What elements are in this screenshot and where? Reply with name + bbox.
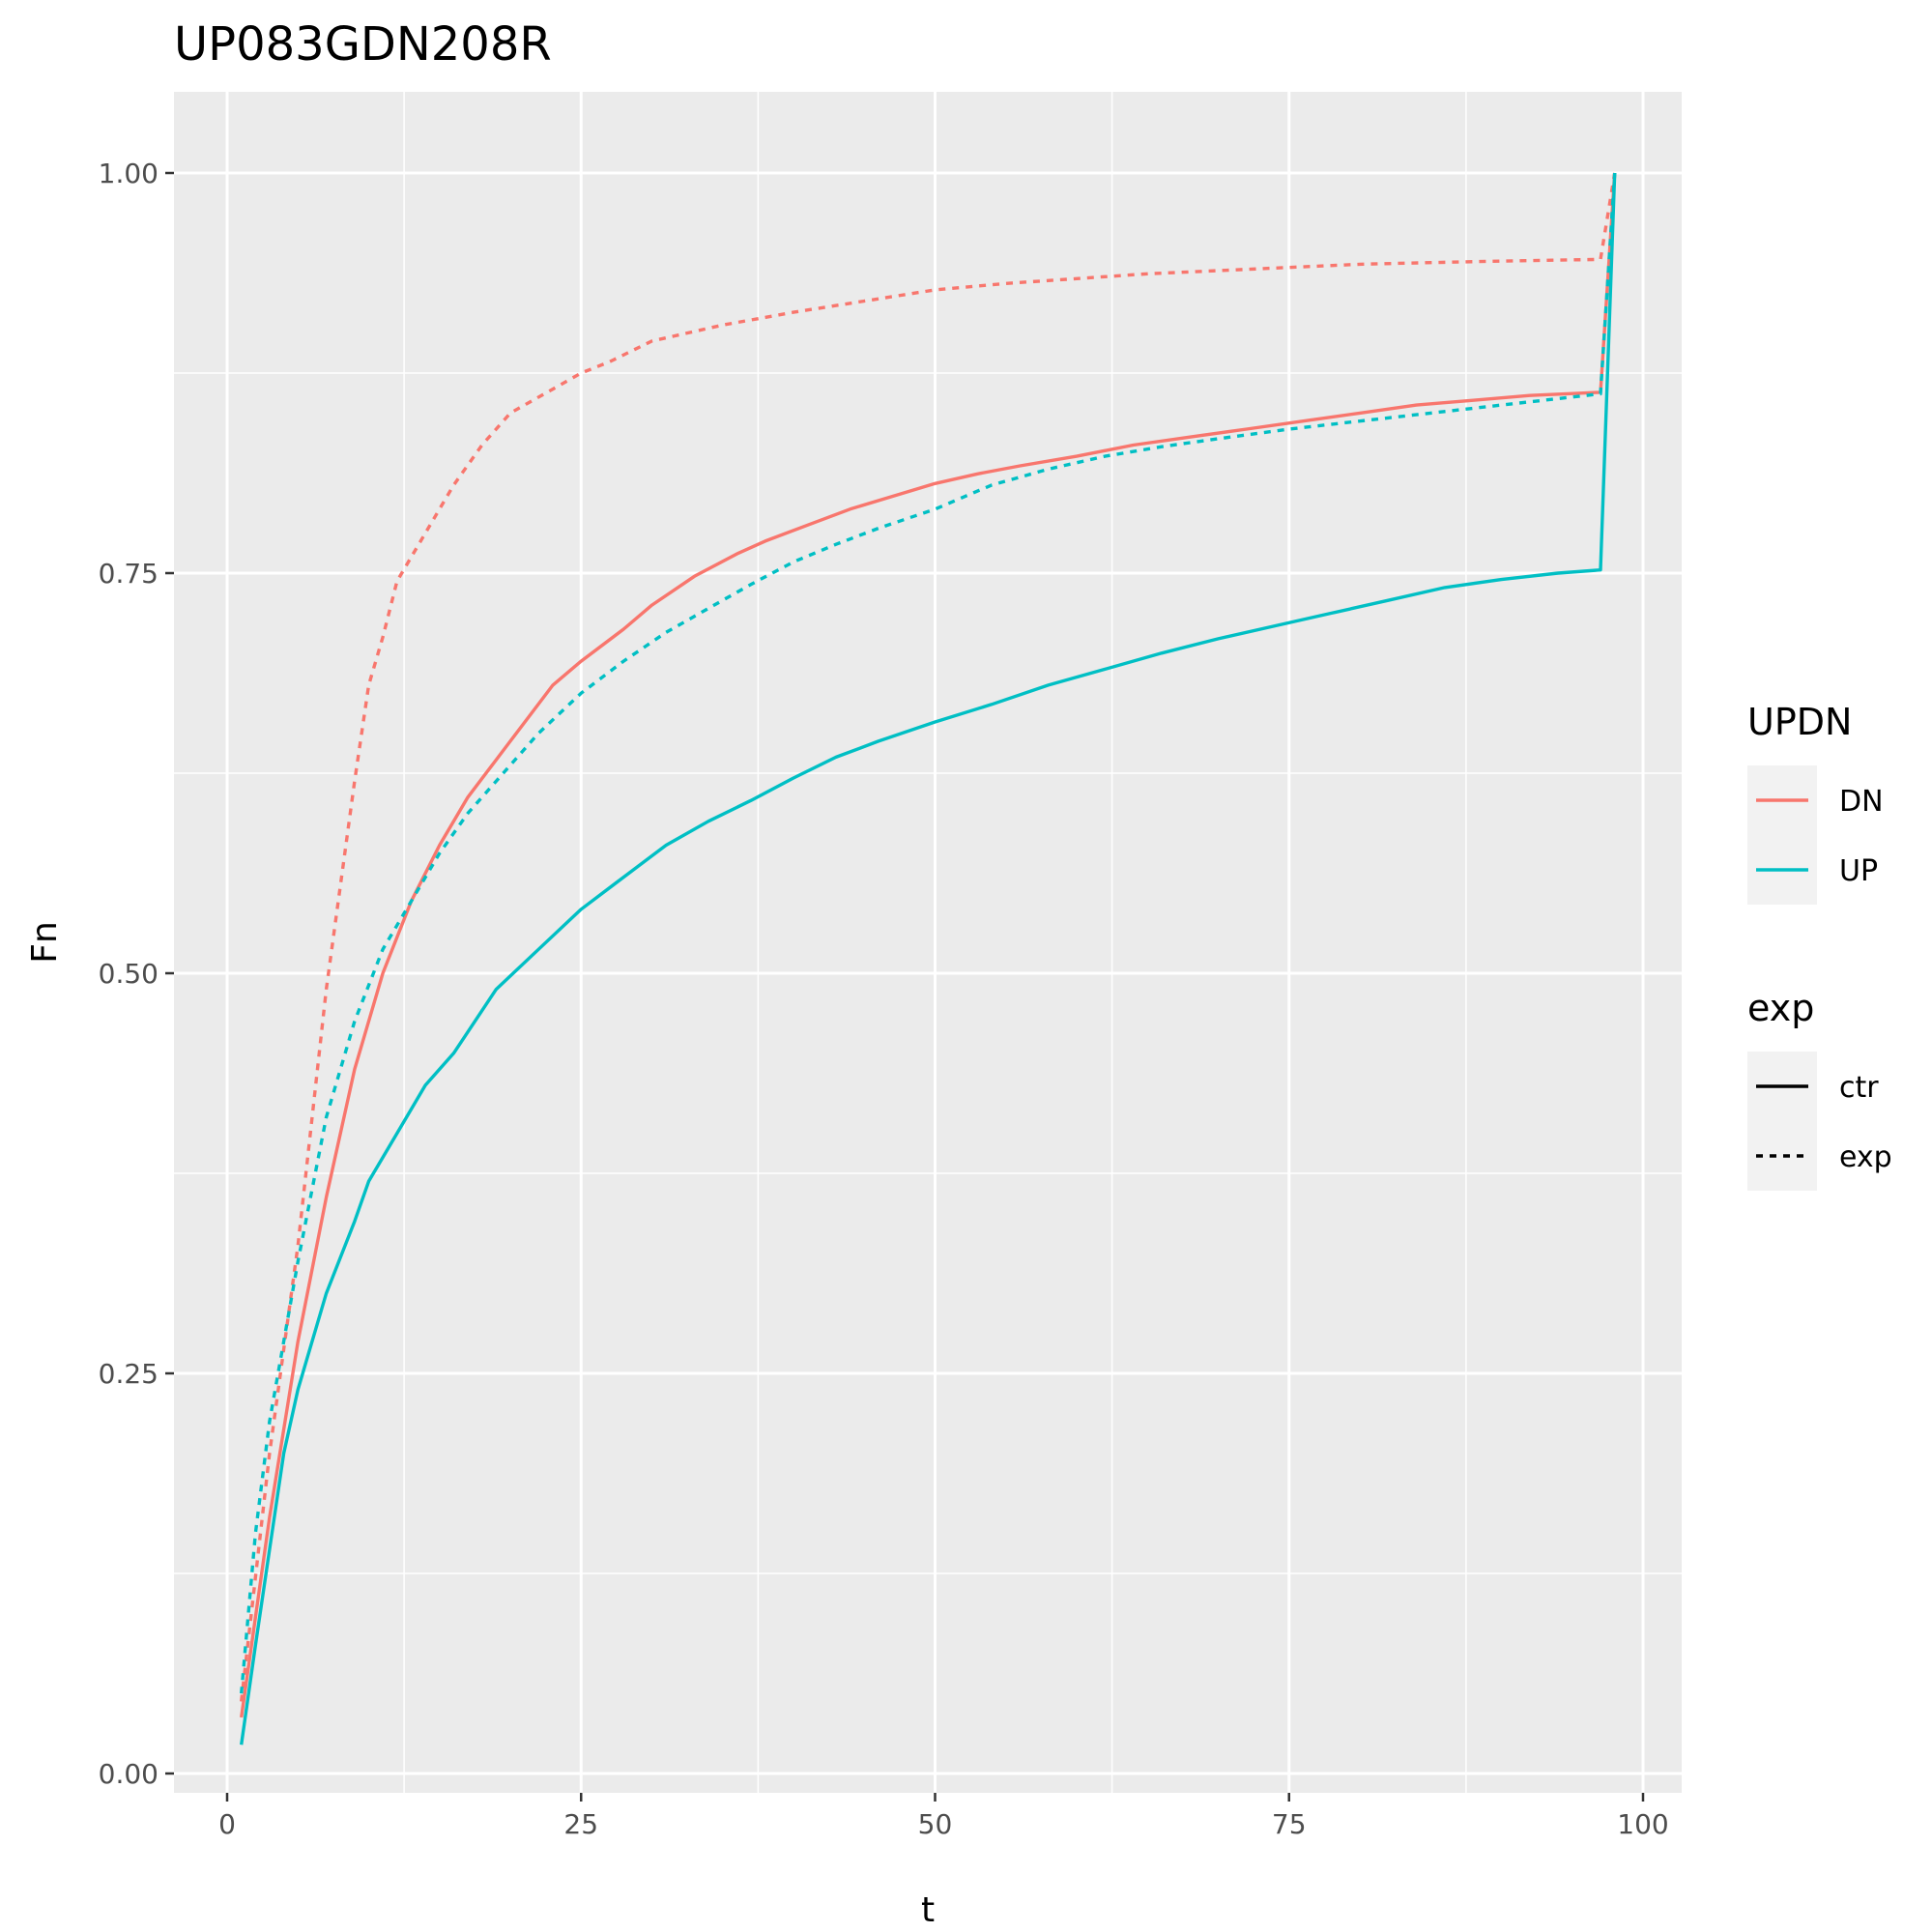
plot-panel: [174, 92, 1682, 1793]
x-tick-label: 50: [918, 1808, 953, 1840]
y-tick-label: 0.75: [99, 558, 159, 590]
legend-title-updn: UPDN: [1747, 701, 1852, 743]
legend-key-background: [1747, 1052, 1817, 1191]
y-tick-label: 1.00: [99, 158, 159, 189]
y-axis-title: Fn: [25, 921, 65, 964]
legend: UPDN DN UP exp ctr exp: [1747, 701, 1892, 1191]
x-tick-label: 25: [563, 1808, 598, 1840]
series-layer: [240, 172, 1617, 1745]
legend-label-up: UP: [1839, 854, 1878, 888]
series-line-up-exp: [240, 172, 1617, 1694]
legend-label-ctr: ctr: [1839, 1071, 1879, 1105]
series-line-dn-ctr: [240, 172, 1617, 1718]
legend-label-dn: DN: [1839, 785, 1884, 819]
gridlines: [174, 92, 1682, 1793]
x-tick-label: 75: [1272, 1808, 1307, 1840]
chart-title: UP083GDN208R: [174, 17, 552, 72]
y-tick-label: 0.25: [99, 1358, 159, 1390]
series-line-up-ctr: [240, 172, 1617, 1745]
x-tick-label: 100: [1617, 1808, 1668, 1840]
axes: 0 25 50 75 100 0.00 0.25 0.50 0.75 1.00: [99, 158, 1669, 1840]
x-tick-label: 0: [218, 1808, 236, 1840]
x-axis-title: t: [921, 1890, 935, 1930]
legend-label-exp: exp: [1839, 1140, 1892, 1174]
legend-title-exp: exp: [1747, 987, 1814, 1029]
y-tick-label: 0.00: [99, 1758, 159, 1790]
y-tick-label: 0.50: [99, 958, 159, 990]
legend-key-background: [1747, 765, 1817, 905]
